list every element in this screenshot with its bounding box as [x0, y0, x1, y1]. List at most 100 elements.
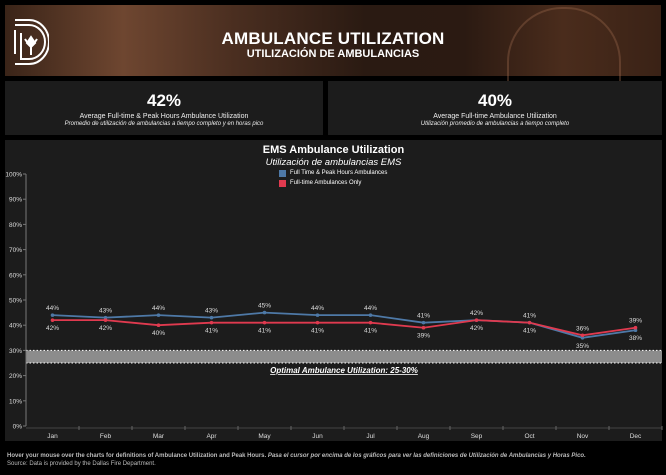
data-point: [315, 320, 320, 325]
x-tick-label: Jul: [366, 433, 375, 440]
data-point: [262, 320, 267, 325]
chart-panel: EMS Ambulance Utilization Utilización de…: [5, 140, 662, 441]
data-point: [421, 320, 426, 325]
x-tick-label: Apr: [206, 433, 217, 440]
data-label: 35%: [576, 343, 589, 350]
data-label: 40%: [152, 330, 165, 337]
data-label: 45%: [258, 303, 271, 310]
data-point: [103, 315, 108, 320]
y-tick-label: 40%: [9, 323, 22, 330]
legend-label: Full-time Ambulances Only: [290, 180, 362, 186]
legend-label: Full Time & Peak Hours Ambulances: [290, 170, 388, 176]
data-label: 41%: [523, 313, 536, 320]
y-tick-label: 60%: [9, 272, 22, 279]
legend-item[interactable]: Full-time Ambulances Only: [279, 178, 387, 188]
y-tick-label: 100%: [5, 172, 22, 179]
data-point: [368, 320, 373, 325]
optimal-band: [26, 350, 662, 363]
x-tick-label: Oct: [524, 433, 534, 440]
data-point: [474, 318, 479, 322]
y-tick-label: 80%: [9, 222, 22, 229]
data-label: 41%: [523, 328, 536, 335]
data-point: [580, 336, 585, 340]
x-tick-label: Aug: [418, 433, 430, 440]
data-label: 36%: [576, 325, 589, 332]
y-tick-label: 90%: [9, 197, 22, 204]
page-title: AMBULANCE UTILIZATION: [221, 29, 445, 48]
kpi-full-time[interactable]: 40% Average Full-time Ambulance Utilizat…: [328, 81, 662, 135]
y-tick-label: 20%: [9, 373, 22, 380]
data-label: 44%: [364, 305, 377, 312]
data-label: 44%: [311, 305, 324, 312]
x-tick-label: Feb: [100, 433, 112, 440]
header-banner: AMBULANCE UTILIZATION UTILIZACIÓN DE AMB…: [5, 5, 661, 101]
data-point: [580, 333, 585, 338]
kpi-label: Average Full-time & Peak Hours Ambulance…: [79, 113, 249, 120]
data-label: 42%: [470, 325, 483, 332]
x-tick-label: Mar: [153, 433, 165, 440]
x-tick-label: Nov: [577, 433, 589, 440]
x-tick-label: May: [258, 433, 271, 440]
footer-note-es: Pasa el cursor por encima de los gráfico…: [267, 453, 586, 459]
data-point: [103, 318, 108, 322]
footer-note: Hover your mouse over the charts for def…: [7, 453, 267, 459]
footer-source: Source: Data is provided by the Dallas F…: [7, 461, 156, 467]
x-tick-label: Jan: [47, 433, 58, 440]
y-tick-label: 70%: [9, 247, 22, 254]
data-point: [156, 313, 161, 317]
kpi-label: Average Full-time Ambulance Utilization: [433, 113, 557, 120]
series-line-1: [52, 319, 636, 337]
dallas-d-logo-icon: [14, 19, 49, 65]
page-subtitle: UTILIZACIÓN DE AMBULANCIAS: [246, 48, 420, 60]
y-tick-label: 50%: [9, 298, 22, 305]
y-tick-label: 10%: [9, 398, 22, 405]
legend-item[interactable]: Full Time & Peak Hours Ambulances: [279, 168, 387, 178]
legend-swatch: [279, 179, 286, 187]
data-label: 41%: [258, 328, 271, 335]
footer: Hover your mouse over the charts for def…: [7, 452, 586, 468]
data-label: 38%: [629, 335, 642, 342]
data-point: [633, 328, 638, 333]
data-label: 41%: [417, 313, 430, 320]
kpi-value: 40%: [477, 91, 513, 110]
y-tick-label: 30%: [9, 348, 22, 355]
data-label: 39%: [417, 333, 430, 340]
data-label: 43%: [99, 308, 112, 315]
y-tick-label: 0%: [13, 424, 23, 431]
data-point: [262, 310, 267, 315]
data-point: [50, 313, 55, 317]
kpi-full-time-peak[interactable]: 42% Average Full-time & Peak Hours Ambul…: [5, 81, 323, 135]
data-label: 42%: [470, 310, 483, 317]
band-label: Optimal Ambulance Utilization: 25-30%: [270, 366, 418, 375]
x-tick-label: Jun: [312, 433, 323, 440]
data-label: 42%: [46, 325, 59, 332]
data-label: 41%: [205, 328, 218, 335]
data-label: 42%: [99, 325, 112, 332]
data-point: [527, 320, 532, 325]
data-label: 39%: [629, 318, 642, 325]
data-label: 44%: [46, 305, 59, 312]
data-label: 41%: [311, 328, 324, 335]
x-tick-label: Sep: [471, 433, 483, 440]
chart-legend: Full Time & Peak Hours Ambulances Full-t…: [279, 168, 387, 188]
x-tick-label: Dec: [630, 433, 642, 440]
data-point: [209, 315, 214, 320]
data-point: [209, 320, 214, 325]
chart-subtitle: Utilización de ambulancias EMS: [265, 157, 402, 168]
data-label: 43%: [205, 308, 218, 315]
series-line-0: [52, 311, 636, 339]
data-point: [50, 318, 55, 322]
data-label: 41%: [364, 328, 377, 335]
data-point: [156, 323, 161, 328]
data-point: [633, 325, 638, 330]
kpi-label-es: Utilización promedio de ambulancias a ti…: [420, 121, 570, 127]
data-point: [421, 325, 426, 330]
data-point: [315, 313, 320, 317]
legend-swatch: [279, 169, 286, 177]
data-label: 44%: [152, 305, 165, 312]
data-point: [368, 313, 373, 317]
chart-title: EMS Ambulance Utilization: [262, 144, 405, 156]
kpi-label-es: Promedio de utilización de ambulancias a…: [64, 121, 264, 127]
kpi-value: 42%: [146, 91, 182, 110]
